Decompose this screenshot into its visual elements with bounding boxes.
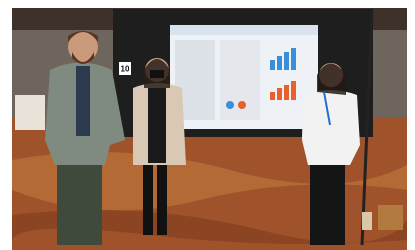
poster-header (170, 25, 318, 35)
table (15, 95, 45, 130)
poster-chart-bar (277, 88, 282, 100)
shirt (76, 66, 90, 136)
dress (148, 88, 166, 163)
poster-icon (226, 101, 234, 109)
leg (157, 165, 167, 235)
pants (310, 160, 345, 245)
poster-chart-bar (291, 81, 296, 100)
poster-chart-bar (284, 85, 289, 100)
poster-chart-bar (291, 48, 296, 70)
poster-chart-bar (284, 52, 289, 70)
blouse (302, 90, 360, 165)
photo: 10 (0, 0, 415, 250)
poster-chart-bar (270, 60, 275, 70)
poster-chart-bar (270, 92, 275, 100)
cup (362, 212, 372, 230)
poster-chart-bar (277, 56, 282, 70)
poster-icon (238, 101, 246, 109)
bag (378, 205, 403, 230)
leg (143, 165, 153, 235)
page: 10 (() => { const data = JSON.parse(docu… (0, 0, 415, 250)
mask (150, 70, 164, 78)
sign-number: 10 (121, 65, 130, 74)
